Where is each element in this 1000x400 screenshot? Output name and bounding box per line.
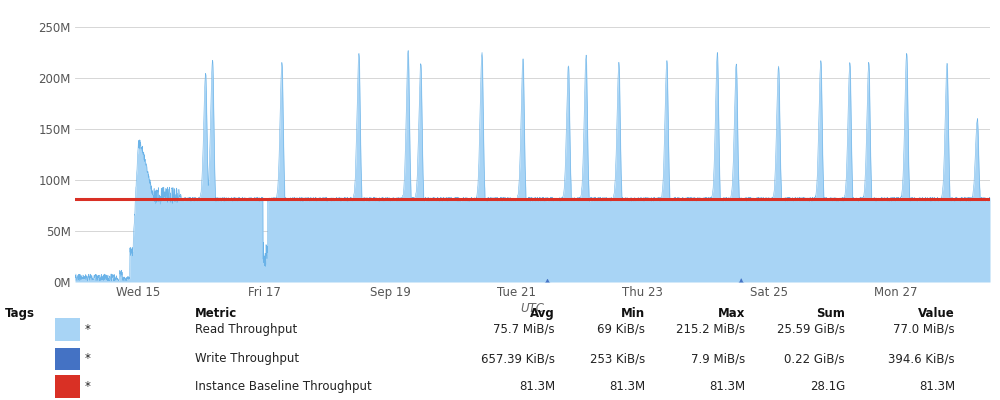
Text: 394.6 KiB/s: 394.6 KiB/s bbox=[888, 352, 955, 366]
Text: 25.59 GiB/s: 25.59 GiB/s bbox=[777, 323, 845, 336]
Text: Avg: Avg bbox=[530, 306, 555, 320]
Bar bbox=[55, 318, 80, 341]
Text: 81.3M: 81.3M bbox=[519, 380, 555, 393]
Text: 28.1G: 28.1G bbox=[810, 380, 845, 393]
Text: *: * bbox=[85, 352, 91, 366]
Bar bbox=[55, 375, 80, 398]
Text: 69 KiB/s: 69 KiB/s bbox=[597, 323, 645, 336]
Text: 75.7 MiB/s: 75.7 MiB/s bbox=[493, 323, 555, 336]
Text: Min: Min bbox=[621, 306, 645, 320]
Text: 7.9 MiB/s: 7.9 MiB/s bbox=[691, 352, 745, 366]
Text: Read Throughput: Read Throughput bbox=[195, 323, 297, 336]
Text: 0.22 GiB/s: 0.22 GiB/s bbox=[784, 352, 845, 366]
Text: Max: Max bbox=[718, 306, 745, 320]
Text: Value: Value bbox=[918, 306, 955, 320]
Text: 215.2 MiB/s: 215.2 MiB/s bbox=[676, 323, 745, 336]
Text: 81.3M: 81.3M bbox=[919, 380, 955, 393]
Text: Instance Baseline Throughput: Instance Baseline Throughput bbox=[195, 380, 372, 393]
Text: 253 KiB/s: 253 KiB/s bbox=[590, 352, 645, 366]
Text: Metric: Metric bbox=[195, 306, 237, 320]
Text: 77.0 MiB/s: 77.0 MiB/s bbox=[893, 323, 955, 336]
X-axis label: UTC: UTC bbox=[520, 302, 544, 315]
Text: Sum: Sum bbox=[816, 306, 845, 320]
Text: Tags: Tags bbox=[5, 306, 35, 320]
Text: 81.3M: 81.3M bbox=[609, 380, 645, 393]
Text: 657.39 KiB/s: 657.39 KiB/s bbox=[481, 352, 555, 366]
Text: 81.3M: 81.3M bbox=[709, 380, 745, 393]
Text: Write Throughput: Write Throughput bbox=[195, 352, 299, 366]
Bar bbox=[55, 348, 80, 370]
Text: *: * bbox=[85, 323, 91, 336]
Text: *: * bbox=[85, 380, 91, 393]
